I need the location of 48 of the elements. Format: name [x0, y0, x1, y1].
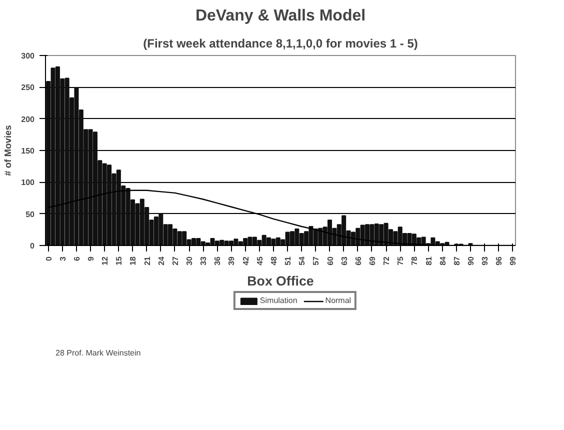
text: 28 Prof. Mark Weinstein [56, 348, 141, 358]
x-tick-label: 33 [199, 256, 208, 266]
x-tick-label: 15 [114, 256, 124, 266]
x-tick-label: 30 [185, 256, 194, 266]
x-tick-label: 3 [58, 256, 68, 261]
x-tick-label: 24 [156, 256, 166, 266]
x-tick-label: 90 [466, 256, 476, 266]
x-tick-label: 87 [452, 256, 462, 266]
y-axis-title: # of Movies [3, 125, 14, 176]
x-tick-label: 21 [142, 256, 152, 266]
chart-title: DeVany & Walls Model [195, 8, 366, 24]
y-tick-label: 150 [21, 146, 36, 156]
x-tick-label: 12 [100, 256, 110, 266]
x-tick-label: 6 [72, 256, 82, 261]
x-tick-label: 51 [284, 256, 293, 266]
x-tick-label: 45 [255, 256, 264, 266]
x-tick-label: 27 [170, 256, 180, 266]
x-tick-label: 69 [368, 256, 377, 266]
x-tick-label: 54 [298, 256, 307, 266]
x-tick-label: 96 [494, 256, 504, 266]
x-tick-label: 93 [480, 256, 490, 266]
x-tick-label: 42 [241, 256, 250, 266]
legend-label: Simulation [260, 296, 298, 305]
chart-subtitle: (First week attendance 8,1,1,0,0 for movies 1 - 5) [143, 36, 418, 50]
x-tick-label: 0 [44, 256, 54, 261]
x-tick-label: 66 [354, 256, 363, 266]
x-tick-label: 72 [382, 256, 392, 266]
x-tick-label: 57 [312, 256, 321, 266]
x-tick-label: 9 [86, 256, 96, 261]
y-tick-label: 50 [26, 210, 36, 219]
y-tick-label: 250 [21, 83, 36, 92]
x-tick-label: 36 [213, 256, 222, 266]
x-tick-label: 84 [438, 256, 448, 266]
y-tick-label: 200 [21, 114, 36, 124]
x-axis-title: Box Office [247, 273, 314, 288]
x-tick-label: 39 [227, 256, 236, 266]
x-tick-label: 18 [128, 256, 138, 266]
x-tick-label: 99 [508, 256, 518, 266]
y-tick-label: 100 [21, 178, 36, 188]
y-tick-label: 0 [30, 242, 36, 250]
x-tick-label: 60 [326, 256, 335, 266]
x-tick-label: 63 [340, 256, 349, 266]
x-tick-label: 81 [424, 256, 434, 266]
legend-label: Normal [325, 296, 352, 305]
x-tick-label: 78 [410, 256, 420, 266]
y-tick-label: 300 [21, 52, 36, 60]
x-tick-label: 75 [396, 256, 406, 266]
x-tick-label: 48 [269, 256, 278, 266]
